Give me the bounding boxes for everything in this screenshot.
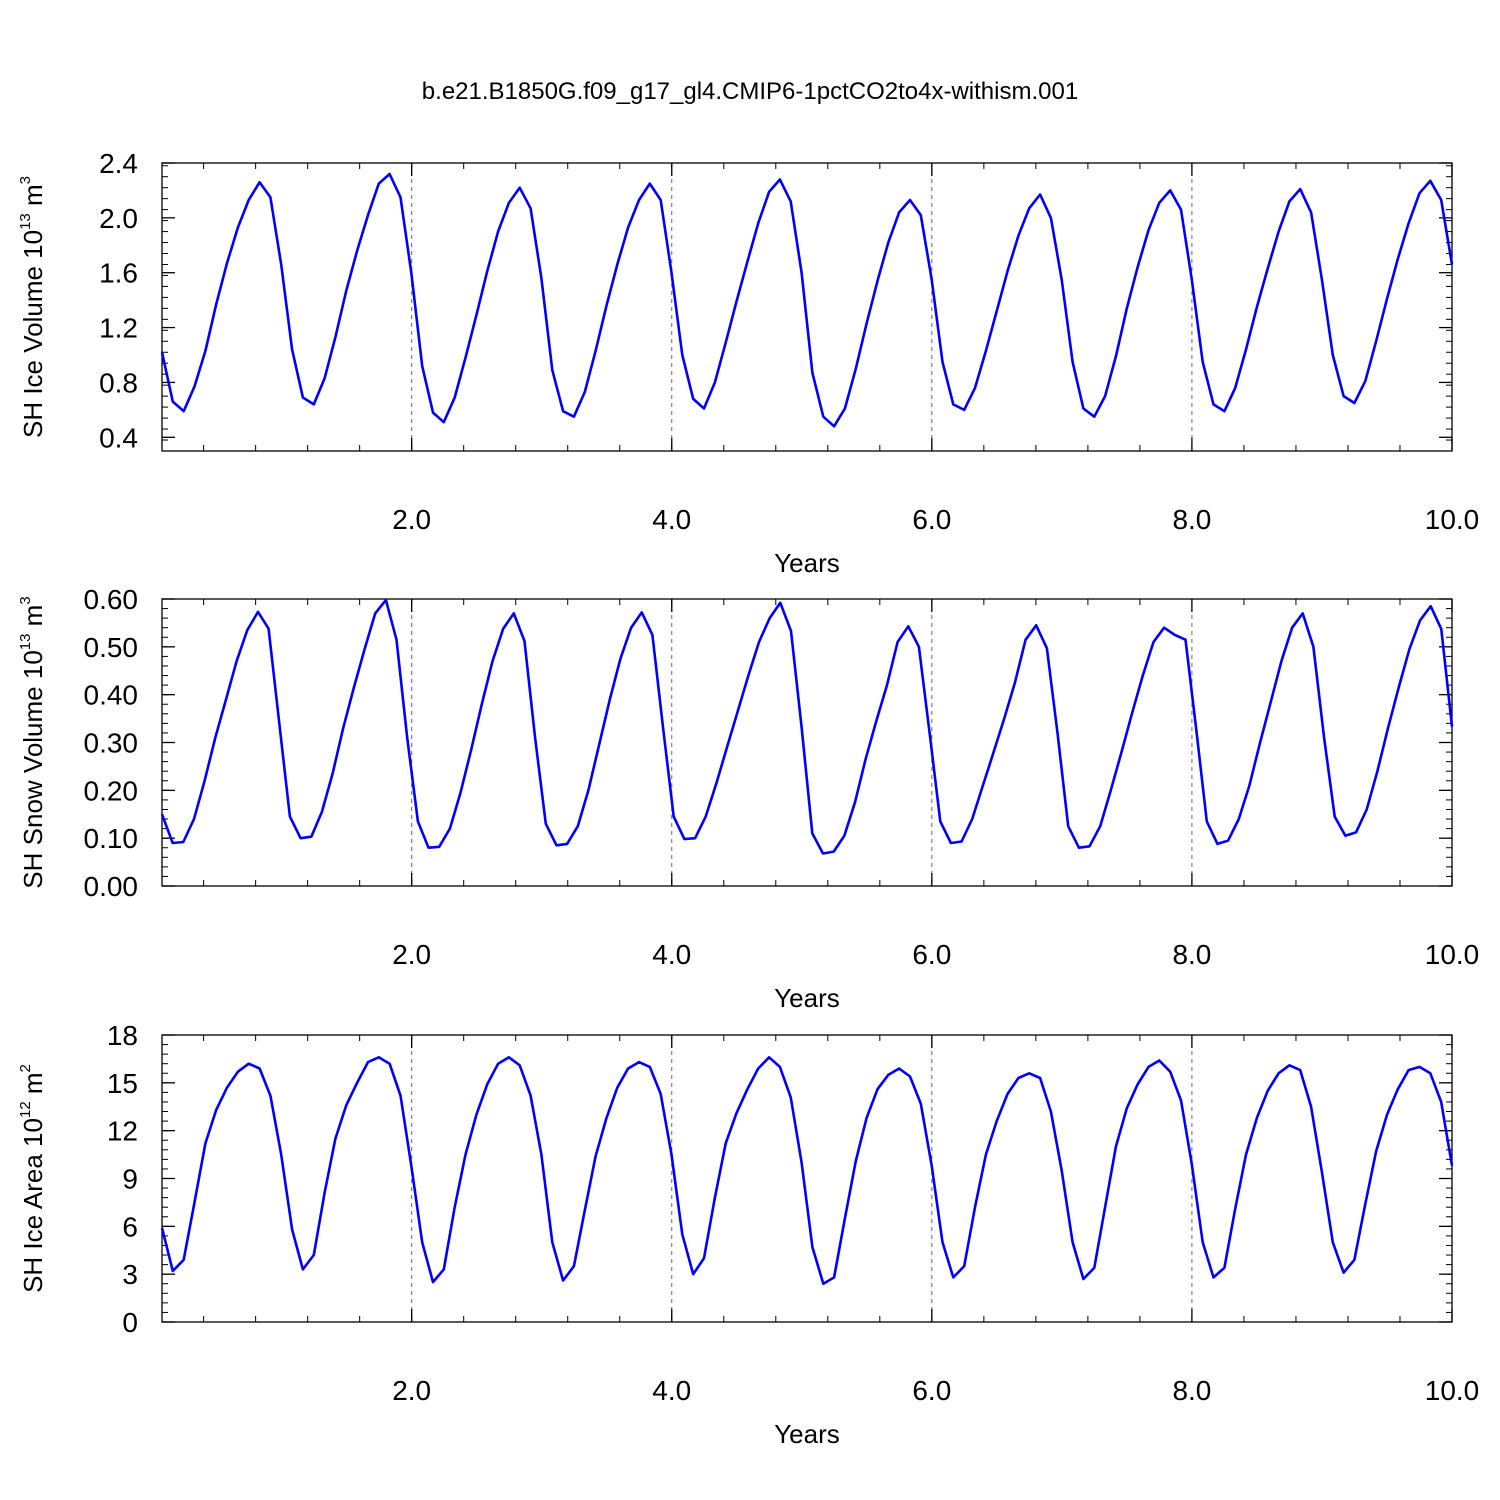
y-axis-title-superscript: 13 [17, 213, 34, 230]
y-tick-label: 0.60 [84, 584, 139, 615]
series-line [160, 1056, 1454, 1285]
y-tick-label: 0.10 [84, 823, 139, 854]
x-tick-label: 6.0 [912, 1375, 951, 1406]
y-tick-label: 0.8 [99, 367, 138, 398]
x-tick-label: 6.0 [912, 504, 951, 535]
x-tick-label: 2.0 [392, 939, 431, 970]
y-axis-title-text: SH Ice Area 10 [18, 1118, 48, 1293]
x-tick-label: 10.0 [1425, 1375, 1480, 1406]
y-axis-title-text: SH Snow Volume 10 [18, 650, 48, 888]
panel-ice-area: 2.0 4.0 6.0 8.0 10.0 0 3 6 9 12 15 18 Years SH Ice Ar… [17, 1020, 1479, 1449]
y-tick-label: 6 [122, 1211, 138, 1242]
y-tick-label: 0.40 [84, 680, 139, 711]
x-axis-title: Years [774, 548, 840, 578]
plot-frame [161, 1034, 1453, 1323]
y-tick-label: 0.20 [84, 775, 139, 806]
y-axis-title-superscript: 2 [17, 1064, 34, 1072]
y-tick-label: 1.2 [99, 313, 138, 344]
y-tick-label: 15 [107, 1068, 138, 1099]
y-tick-label: 3 [122, 1259, 138, 1290]
panel-snow-volume: 2.0 4.0 6.0 8.0 10.0 0.00 0.10 0.20 0.30 0.40 0.50… [17, 584, 1479, 1013]
series-line [160, 598, 1454, 855]
x-tick-label: 10.0 [1425, 504, 1480, 535]
y-axis-title-superscript: 3 [17, 176, 34, 184]
y-axis-title-text: m [18, 1072, 48, 1101]
x-axis-title: Years [774, 1419, 840, 1449]
y-tick-label: 9 [122, 1164, 138, 1195]
figure-title: b.e21.B1850G.f09_g17_gl4.CMIP6-1pctCO2to… [422, 78, 1078, 105]
y-axis-title-text: SH Ice Volume 10 [18, 230, 48, 438]
y-axis-title: SH Ice Volume 1013 m3 [17, 176, 48, 438]
panel-ice-volume: 2.0 4.0 6.0 8.0 10.0 0.4 0.8 1.2 1.6 2.0 2.4 Years S… [17, 148, 1479, 578]
y-tick-label: 0.30 [84, 728, 139, 759]
y-tick-label: 0.50 [84, 632, 139, 663]
y-tick-label: 2.4 [99, 148, 138, 179]
x-tick-label: 8.0 [1172, 504, 1211, 535]
y-tick-label: 12 [107, 1116, 138, 1147]
y-axis-title-superscript: 13 [17, 634, 34, 651]
x-tick-label: 8.0 [1172, 939, 1211, 970]
y-axis-title-superscript: 12 [17, 1101, 34, 1118]
x-tick-label: 10.0 [1425, 939, 1480, 970]
x-tick-label: 4.0 [652, 939, 691, 970]
y-axis-title: SH Ice Area 1012 m2 [17, 1064, 48, 1293]
y-tick-label: 0.4 [99, 422, 138, 453]
y-axis-title-superscript: 3 [17, 596, 34, 604]
series-line [160, 172, 1454, 428]
y-axis-title-text: m [18, 605, 48, 634]
y-axis-title: SH Snow Volume 1013 m3 [17, 596, 48, 888]
y-tick-label: 0.00 [84, 871, 139, 902]
x-tick-label: 4.0 [652, 504, 691, 535]
y-tick-label: 18 [107, 1020, 138, 1051]
x-tick-label: 2.0 [392, 504, 431, 535]
x-tick-label: 4.0 [652, 1375, 691, 1406]
y-tick-label: 2.0 [99, 203, 138, 234]
y-tick-label: 0 [122, 1307, 138, 1338]
x-tick-label: 8.0 [1172, 1375, 1211, 1406]
x-tick-label: 6.0 [912, 939, 951, 970]
y-axis-title-text: m [18, 184, 48, 213]
x-tick-label: 2.0 [392, 1375, 431, 1406]
y-tick-label: 1.6 [99, 258, 138, 289]
plot-frame [161, 162, 1453, 452]
x-axis-title: Years [774, 983, 840, 1013]
plot-frame [161, 598, 1453, 887]
